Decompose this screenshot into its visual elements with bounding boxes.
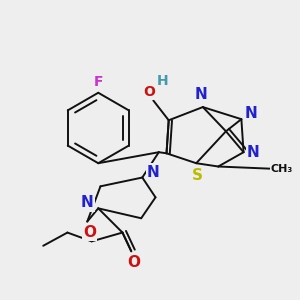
Text: O: O [143, 85, 155, 99]
Text: H: H [156, 74, 168, 88]
Text: N: N [147, 164, 160, 179]
Text: F: F [94, 75, 103, 89]
Text: O: O [83, 225, 96, 240]
Text: N: N [247, 145, 260, 160]
Text: CH₃: CH₃ [271, 164, 293, 174]
Text: S: S [192, 168, 203, 183]
Text: N: N [245, 106, 258, 121]
Text: N: N [194, 88, 207, 103]
Text: N: N [81, 195, 94, 210]
Text: O: O [127, 255, 140, 270]
